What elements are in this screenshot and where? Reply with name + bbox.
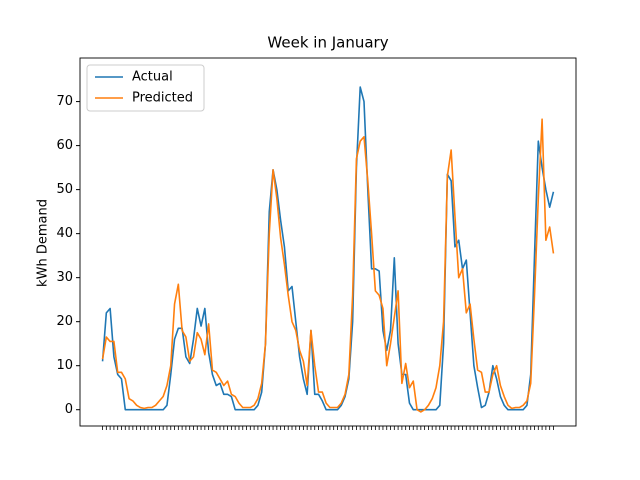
line-series [101, 86, 555, 411]
y-axis-label: kWh Demand [36, 199, 51, 287]
y-tick-label: 30 [56, 270, 73, 285]
y-tick-label: 70 [56, 94, 73, 109]
y-tick-label: 60 [56, 138, 73, 153]
legend-label: Predicted [132, 91, 193, 106]
y-tick-label: 10 [56, 358, 73, 373]
plot-frame [79, 57, 577, 427]
y-tick-label: 50 [56, 182, 73, 197]
y-tick-label: 20 [56, 314, 73, 329]
chart-title: Week in January [267, 34, 388, 52]
legend-label: Actual [132, 70, 173, 85]
line-series [101, 118, 555, 413]
y-tick-label: 40 [56, 226, 73, 241]
y-tick-label: 0 [65, 402, 73, 417]
legend: Actual Predicted [86, 64, 205, 112]
